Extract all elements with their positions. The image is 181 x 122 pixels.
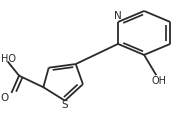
Text: N: N [114, 11, 122, 21]
Text: S: S [62, 100, 68, 110]
Text: O: O [1, 93, 9, 103]
Text: OH: OH [151, 76, 166, 86]
Text: HO: HO [1, 54, 16, 64]
